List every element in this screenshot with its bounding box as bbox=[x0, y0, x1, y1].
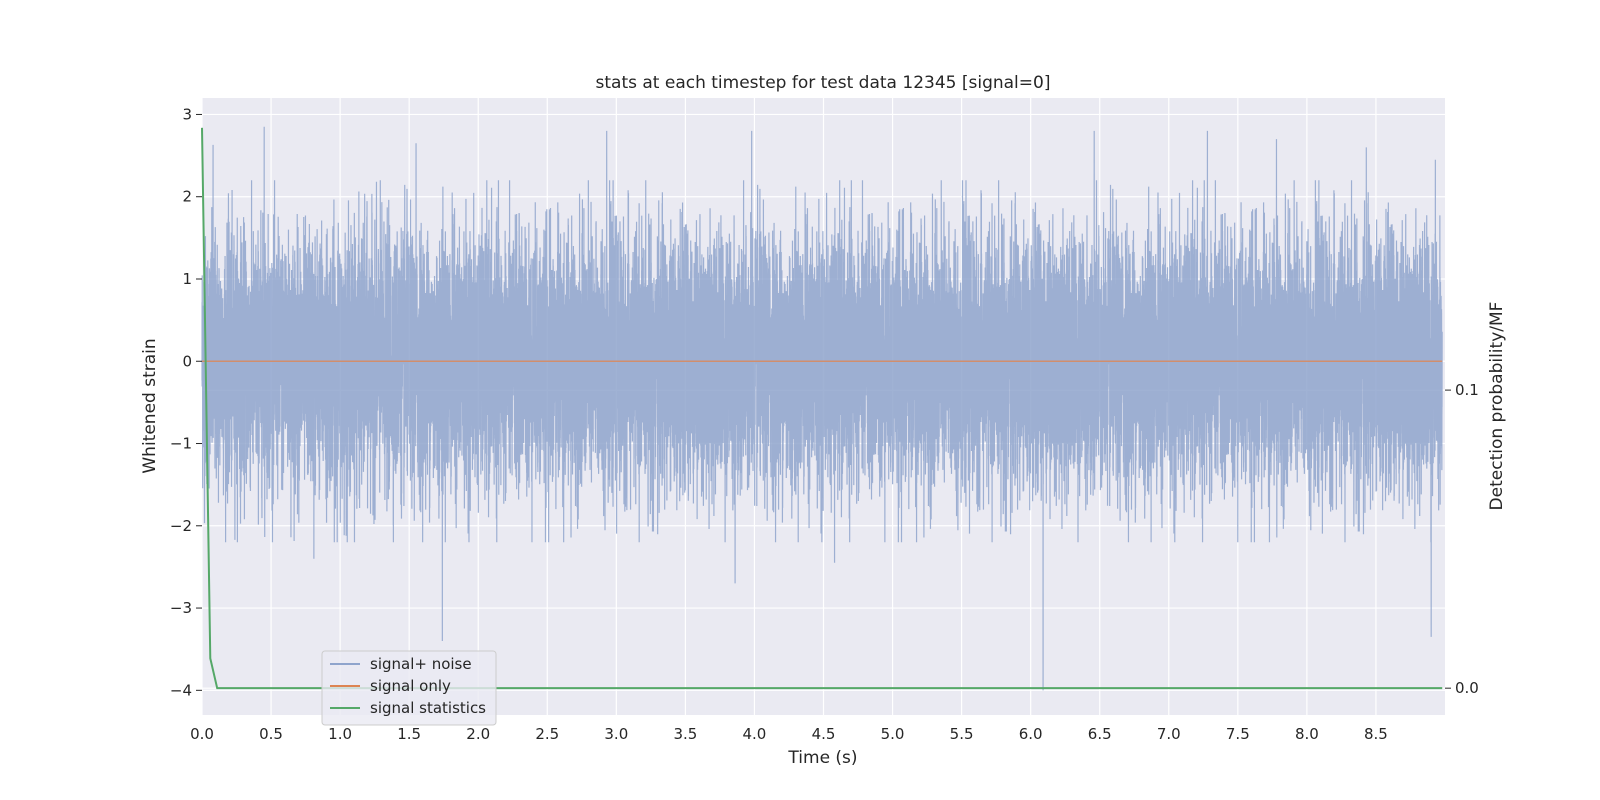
y-tick-label: 1 bbox=[182, 270, 192, 288]
x-tick-label: 2.0 bbox=[466, 725, 490, 743]
x-tick-label: 6.0 bbox=[1019, 725, 1043, 743]
x-tick-label: 7.5 bbox=[1226, 725, 1250, 743]
x-tick-label: 1.0 bbox=[328, 725, 352, 743]
x-tick-label: 5.0 bbox=[881, 725, 905, 743]
y-tick-label: 3 bbox=[182, 105, 192, 123]
series-signal-statistics bbox=[201, 127, 1443, 690]
x-tick-label: 3.0 bbox=[604, 725, 628, 743]
legend-label-signal-only: signal only bbox=[370, 677, 451, 695]
y-tick-label: 0 bbox=[182, 352, 192, 370]
x-tick-label: 3.5 bbox=[673, 725, 697, 743]
y-tick-label: −2 bbox=[170, 517, 192, 535]
x-tick-label: 2.5 bbox=[535, 725, 559, 743]
series-layer bbox=[201, 126, 1443, 691]
x-tick-label: 5.5 bbox=[950, 725, 974, 743]
legend-label-signal-statistics: signal statistics bbox=[370, 699, 486, 717]
ticks: 0.0 0.5 1.0 1.5 2.0 2.5 3.0 3.5 4.0 4.5 5.0 5.5 6.0 6… bbox=[170, 105, 1479, 743]
y-right-tick-label: 0.1 bbox=[1455, 381, 1479, 399]
y-tick-label: −3 bbox=[170, 599, 192, 617]
x-tick-label: 8.0 bbox=[1295, 725, 1319, 743]
x-tick-label: 0.0 bbox=[190, 725, 214, 743]
y-tick-label: −4 bbox=[170, 681, 192, 699]
y-tick-label: 2 bbox=[182, 188, 192, 206]
x-tick-label: 4.0 bbox=[743, 725, 767, 743]
x-tick-label: 1.5 bbox=[397, 725, 421, 743]
chart-title: stats at each timestep for test data 123… bbox=[596, 73, 1051, 93]
x-tick-label: 7.0 bbox=[1157, 725, 1181, 743]
legend-box bbox=[321, 650, 497, 726]
y-axis-label: Whitened strain bbox=[140, 338, 160, 473]
x-axis-label: Time (s) bbox=[787, 748, 857, 768]
x-tick-label: 4.5 bbox=[812, 725, 836, 743]
y-right-tick-label: 0.0 bbox=[1455, 679, 1479, 697]
y-tick-label: −1 bbox=[170, 435, 192, 453]
legend: signal+ noise signal only signal statist… bbox=[321, 650, 497, 726]
x-tick-label: 8.5 bbox=[1364, 725, 1388, 743]
y-axis-right-label: Detection probability/MF bbox=[1487, 302, 1507, 511]
x-tick-label: 0.5 bbox=[259, 725, 283, 743]
legend-label-noise: signal+ noise bbox=[370, 655, 472, 673]
x-tick-label: 6.5 bbox=[1088, 725, 1112, 743]
